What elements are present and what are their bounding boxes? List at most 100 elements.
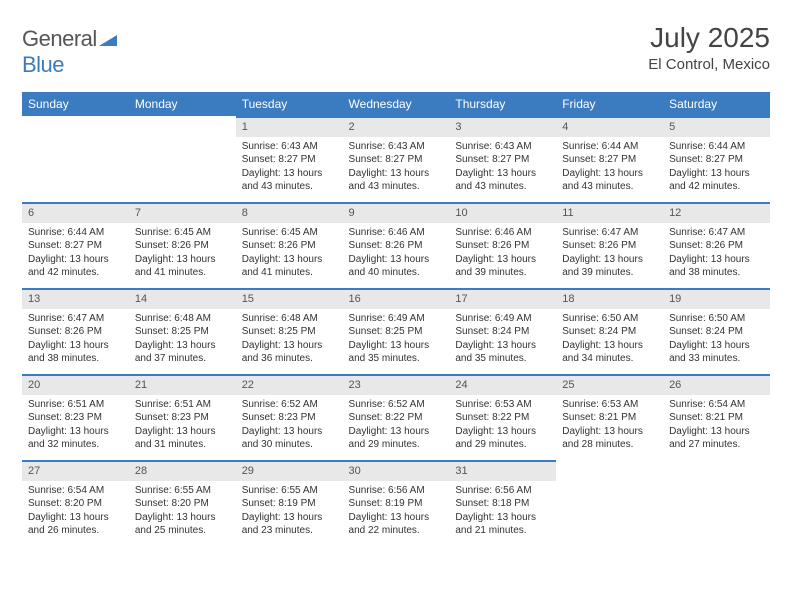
sunset-line: Sunset: 8:24 PM (455, 325, 550, 339)
calendar-day-cell: 17Sunrise: 6:49 AMSunset: 8:24 PMDayligh… (449, 288, 556, 374)
sunset-line: Sunset: 8:26 PM (28, 325, 123, 339)
day-details: Sunrise: 6:51 AMSunset: 8:23 PMDaylight:… (129, 395, 236, 454)
calendar-day-cell (22, 116, 129, 202)
day-number: 6 (22, 202, 129, 223)
calendar-week-row: 6Sunrise: 6:44 AMSunset: 8:27 PMDaylight… (22, 202, 770, 288)
day-number: 7 (129, 202, 236, 223)
title-block: July 2025 El Control, Mexico (648, 22, 770, 73)
calendar-day-cell: 11Sunrise: 6:47 AMSunset: 8:26 PMDayligh… (556, 202, 663, 288)
calendar-day-cell: 25Sunrise: 6:53 AMSunset: 8:21 PMDayligh… (556, 374, 663, 460)
daylight-line: Daylight: 13 hours and 37 minutes. (135, 339, 230, 366)
sunset-line: Sunset: 8:22 PM (349, 411, 444, 425)
sunset-line: Sunset: 8:27 PM (349, 153, 444, 167)
calendar-day-cell: 8Sunrise: 6:45 AMSunset: 8:26 PMDaylight… (236, 202, 343, 288)
daylight-line: Daylight: 13 hours and 39 minutes. (562, 253, 657, 280)
sunset-line: Sunset: 8:24 PM (562, 325, 657, 339)
day-header: Sunday (22, 92, 129, 116)
sunrise-line: Sunrise: 6:43 AM (242, 140, 337, 154)
day-details: Sunrise: 6:50 AMSunset: 8:24 PMDaylight:… (663, 309, 770, 368)
sunset-line: Sunset: 8:27 PM (562, 153, 657, 167)
calendar-day-cell: 19Sunrise: 6:50 AMSunset: 8:24 PMDayligh… (663, 288, 770, 374)
day-details: Sunrise: 6:55 AMSunset: 8:19 PMDaylight:… (236, 481, 343, 540)
calendar-day-cell: 21Sunrise: 6:51 AMSunset: 8:23 PMDayligh… (129, 374, 236, 460)
brand-part2: Blue (22, 52, 64, 77)
sunrise-line: Sunrise: 6:43 AM (349, 140, 444, 154)
day-details: Sunrise: 6:56 AMSunset: 8:19 PMDaylight:… (343, 481, 450, 540)
day-number: 25 (556, 374, 663, 395)
sunrise-line: Sunrise: 6:49 AM (349, 312, 444, 326)
sunrise-line: Sunrise: 6:51 AM (135, 398, 230, 412)
sunrise-line: Sunrise: 6:50 AM (669, 312, 764, 326)
daylight-line: Daylight: 13 hours and 41 minutes. (135, 253, 230, 280)
day-header: Wednesday (343, 92, 450, 116)
daylight-line: Daylight: 13 hours and 28 minutes. (562, 425, 657, 452)
calendar-day-cell: 6Sunrise: 6:44 AMSunset: 8:27 PMDaylight… (22, 202, 129, 288)
calendar-day-cell: 4Sunrise: 6:44 AMSunset: 8:27 PMDaylight… (556, 116, 663, 202)
daylight-line: Daylight: 13 hours and 35 minutes. (349, 339, 444, 366)
day-number: 15 (236, 288, 343, 309)
calendar-day-cell: 29Sunrise: 6:55 AMSunset: 8:19 PMDayligh… (236, 460, 343, 546)
day-details: Sunrise: 6:56 AMSunset: 8:18 PMDaylight:… (449, 481, 556, 540)
calendar-week-row: 1Sunrise: 6:43 AMSunset: 8:27 PMDaylight… (22, 116, 770, 202)
daylight-line: Daylight: 13 hours and 42 minutes. (28, 253, 123, 280)
daylight-line: Daylight: 13 hours and 23 minutes. (242, 511, 337, 538)
day-number: 31 (449, 460, 556, 481)
sunset-line: Sunset: 8:21 PM (562, 411, 657, 425)
calendar-table: SundayMondayTuesdayWednesdayThursdayFrid… (22, 92, 770, 546)
day-header: Thursday (449, 92, 556, 116)
sunrise-line: Sunrise: 6:52 AM (349, 398, 444, 412)
brand-triangle-icon (99, 26, 117, 52)
daylight-line: Daylight: 13 hours and 30 minutes. (242, 425, 337, 452)
calendar-week-row: 27Sunrise: 6:54 AMSunset: 8:20 PMDayligh… (22, 460, 770, 546)
day-details: Sunrise: 6:44 AMSunset: 8:27 PMDaylight:… (556, 137, 663, 196)
sunset-line: Sunset: 8:26 PM (669, 239, 764, 253)
day-number: 12 (663, 202, 770, 223)
day-number: 8 (236, 202, 343, 223)
day-details: Sunrise: 6:52 AMSunset: 8:23 PMDaylight:… (236, 395, 343, 454)
calendar-page: GeneralBlue July 2025 El Control, Mexico… (0, 0, 792, 556)
daylight-line: Daylight: 13 hours and 43 minutes. (455, 167, 550, 194)
calendar-day-cell: 5Sunrise: 6:44 AMSunset: 8:27 PMDaylight… (663, 116, 770, 202)
day-number: 17 (449, 288, 556, 309)
day-details: Sunrise: 6:45 AMSunset: 8:26 PMDaylight:… (236, 223, 343, 282)
brand-part1: General (22, 26, 97, 51)
daylight-line: Daylight: 13 hours and 35 minutes. (455, 339, 550, 366)
sunset-line: Sunset: 8:25 PM (135, 325, 230, 339)
sunset-line: Sunset: 8:26 PM (455, 239, 550, 253)
calendar-day-cell: 15Sunrise: 6:48 AMSunset: 8:25 PMDayligh… (236, 288, 343, 374)
day-number: 5 (663, 116, 770, 137)
brand-logo: GeneralBlue (22, 26, 117, 78)
day-number: 13 (22, 288, 129, 309)
daylight-line: Daylight: 13 hours and 43 minutes. (349, 167, 444, 194)
daylight-line: Daylight: 13 hours and 41 minutes. (242, 253, 337, 280)
calendar-day-cell: 12Sunrise: 6:47 AMSunset: 8:26 PMDayligh… (663, 202, 770, 288)
sunset-line: Sunset: 8:19 PM (349, 497, 444, 511)
day-number: 23 (343, 374, 450, 395)
sunset-line: Sunset: 8:23 PM (135, 411, 230, 425)
sunrise-line: Sunrise: 6:48 AM (242, 312, 337, 326)
calendar-body: 1Sunrise: 6:43 AMSunset: 8:27 PMDaylight… (22, 116, 770, 546)
day-number: 16 (343, 288, 450, 309)
daylight-line: Daylight: 13 hours and 33 minutes. (669, 339, 764, 366)
sunset-line: Sunset: 8:21 PM (669, 411, 764, 425)
sunrise-line: Sunrise: 6:44 AM (669, 140, 764, 154)
sunset-line: Sunset: 8:27 PM (455, 153, 550, 167)
sunset-line: Sunset: 8:20 PM (28, 497, 123, 511)
sunrise-line: Sunrise: 6:54 AM (669, 398, 764, 412)
day-details: Sunrise: 6:47 AMSunset: 8:26 PMDaylight:… (663, 223, 770, 282)
day-details: Sunrise: 6:53 AMSunset: 8:21 PMDaylight:… (556, 395, 663, 454)
sunrise-line: Sunrise: 6:44 AM (562, 140, 657, 154)
calendar-day-cell (129, 116, 236, 202)
day-number: 11 (556, 202, 663, 223)
day-details: Sunrise: 6:52 AMSunset: 8:22 PMDaylight:… (343, 395, 450, 454)
sunrise-line: Sunrise: 6:56 AM (455, 484, 550, 498)
day-number: 9 (343, 202, 450, 223)
calendar-day-cell: 26Sunrise: 6:54 AMSunset: 8:21 PMDayligh… (663, 374, 770, 460)
day-number: 30 (343, 460, 450, 481)
daylight-line: Daylight: 13 hours and 26 minutes. (28, 511, 123, 538)
day-details: Sunrise: 6:49 AMSunset: 8:25 PMDaylight:… (343, 309, 450, 368)
day-details: Sunrise: 6:45 AMSunset: 8:26 PMDaylight:… (129, 223, 236, 282)
month-title: July 2025 (648, 22, 770, 54)
sunset-line: Sunset: 8:18 PM (455, 497, 550, 511)
sunrise-line: Sunrise: 6:47 AM (28, 312, 123, 326)
